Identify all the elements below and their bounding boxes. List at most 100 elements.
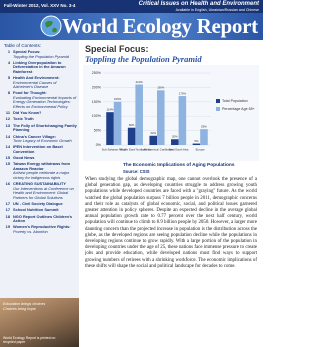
page-number: 8	[7, 90, 10, 96]
page-number: 15	[5, 155, 10, 161]
data-label: 55%	[201, 124, 207, 128]
page-number: 12	[5, 116, 10, 122]
bar	[127, 127, 136, 145]
y-tick-label: 0%	[96, 143, 102, 147]
x-tick-label: East/South Asia	[169, 148, 189, 152]
article-body: When studying the global demographic map…	[85, 177, 257, 269]
bar	[157, 90, 165, 145]
legend-label: Total Population	[222, 99, 248, 103]
kicker: Special Focus:	[85, 44, 149, 54]
page-number: 15	[5, 161, 10, 167]
toc-title: Good News	[13, 155, 35, 161]
legend-swatch	[216, 107, 220, 111]
toc-item: 16 CREATING SUSTAINABILITY Our Interventio…	[2, 182, 77, 200]
legend-label: Percentage Age 65+	[222, 107, 255, 111]
toc-item: 18 NGO Report Outlines Children's Action	[2, 213, 77, 224]
data-label: 5%	[194, 139, 199, 143]
toc-item: 8 Food for Thought: Evaluating Environment…	[2, 91, 77, 109]
toc-title: China's Cancer Village:	[13, 133, 57, 139]
legend-swatch	[216, 99, 220, 103]
toc-title: Health And Environment:	[13, 75, 60, 81]
page-number: 14	[5, 133, 10, 139]
toc-item: 1 Special Focus: Toppling the Population P…	[2, 49, 77, 59]
tagline: Critical Issues on Health and Environmen…	[138, 1, 259, 7]
toc-item: 17 School Nutrition Summit	[2, 208, 77, 213]
toc-entry: Food for Thought: Evaluating Environmenta…	[13, 91, 77, 109]
toc-item: 15 Good News	[2, 156, 77, 161]
toc-entry: Toxic Truth	[13, 117, 34, 122]
data-label: 60%	[129, 123, 135, 127]
toc-item: 5 Health And Environment: Environmental Ca…	[2, 75, 77, 90]
toc-entry: The Folly of Shortchanging Family Planni…	[13, 122, 77, 133]
sidebar: Table of Contents: 1 Special Focus: Toppli…	[0, 40, 79, 347]
toc-subtitle: Toppling the Population Pyramid	[13, 53, 69, 59]
photo	[0, 298, 79, 347]
toc-entry: China's Cancer Village: Toxic Legacy of E…	[13, 133, 72, 144]
toc-entry: Special Focus: Toppling the Population Py…	[13, 49, 69, 59]
toc-item: 19 Women's Reproductive Rights: Poverty vs…	[2, 225, 77, 234]
y-tick-label: 50%	[94, 129, 102, 133]
toc-item: 14 IPEN Intervention on Basel Convention	[2, 145, 77, 154]
page-number: 18	[5, 213, 10, 219]
page-number: 13	[5, 122, 10, 128]
toc-title: Did You Know?	[13, 110, 42, 116]
toc-title: School Nutrition Summit	[13, 207, 59, 213]
bar	[192, 143, 201, 145]
y-tick-label: 200%	[92, 85, 102, 89]
toc-subtitle: Environmental Causes of Alzheimer's Dise…	[13, 79, 57, 90]
x-tick-label: Latin America/ Caribbean	[141, 148, 173, 152]
toc-title: Women's Reproductive Rights:	[13, 224, 71, 230]
data-label: 20%	[172, 134, 178, 138]
chart-source: Source: CSIS	[123, 169, 150, 174]
toc-entry: School Nutrition Summit	[13, 208, 59, 213]
page-number: 11	[5, 110, 10, 116]
bar	[135, 84, 143, 145]
toc-title: The Folly of Shortchanging Family Planni…	[13, 122, 77, 133]
data-label: 114%	[107, 107, 114, 111]
bar	[178, 96, 187, 145]
recycled-note: World Ecology Report is printed on recyc…	[3, 336, 56, 344]
article-title: Toppling the Population Pyramid	[85, 54, 202, 64]
data-label: 210%	[136, 80, 144, 84]
toc-entry: Good News	[13, 156, 34, 161]
bar	[200, 129, 208, 145]
data-label: 32%	[150, 131, 156, 135]
bar	[171, 139, 179, 145]
x-tick-label: Europe	[196, 148, 205, 152]
toc-entry: Women's Reproductive Rights: Poverty vs. …	[13, 225, 71, 234]
page-number: 4	[7, 59, 10, 65]
toc-subtitle: Toxic Legacy of Economic Growth	[13, 138, 72, 144]
article: Special Focus: Toppling the Population P…	[83, 40, 259, 347]
toc: 1 Special Focus: Toppling the Population P…	[0, 49, 79, 234]
toc-title: Toxic Truth	[13, 116, 34, 122]
toc-entry: Health And Environment: Environmental Cau…	[13, 76, 77, 90]
globe-icon	[40, 15, 62, 37]
bar	[106, 112, 114, 145]
toc-entry: Linking Overpopulation to Deforestation …	[13, 59, 77, 75]
toc-entry: Did You Know?	[13, 111, 41, 116]
masthead: World Ecology Report	[0, 13, 263, 40]
toc-title: Linking Overpopulation to Deforestation …	[13, 59, 66, 74]
toc-entry: UN - Civil Society Dialogue	[13, 202, 63, 207]
page-number: 16	[5, 181, 10, 187]
toc-heading: Table of Contents:	[4, 43, 42, 48]
toc-title: Food for Thought:	[13, 90, 47, 96]
photo-caption: Education brings choices Choices bring ho…	[3, 302, 45, 311]
issue: Fall-Winter 2012, Vol. XXV No. 3-4	[4, 3, 76, 8]
toc-title: CREATING SUSTAINABILITY	[13, 181, 67, 187]
toc-item: 14 China's Cancer Village: Toxic Legacy of…	[2, 133, 77, 144]
y-tick-label: 100%	[92, 114, 102, 118]
x-tick-label: Middle East/ North Africa	[120, 148, 151, 152]
data-label: 170%	[179, 91, 187, 95]
toc-title: Taiwan Energy withdraws from Amazon Reac…	[13, 161, 71, 171]
data-label: 150%	[114, 97, 122, 101]
data-label: 190%	[157, 86, 165, 90]
toc-item: 12 Toxic Truth	[2, 117, 77, 122]
chart-caption: The Economic Implications of Aging Popul…	[123, 163, 235, 168]
toc-title: IPEN Intervention on Basel Convention	[13, 144, 63, 154]
caption-line: Education brings choices	[3, 302, 46, 306]
toc-item: 15 Taiwan Energy withdraws from Amazon Re…	[2, 162, 77, 180]
toc-subtitle: Evaluating Environmental Impacts of Ener…	[13, 94, 77, 109]
page-number: 17	[5, 207, 10, 213]
chart: 0% 50% 100% 150% 200% 250% Sub-Saharan Africa 1…	[83, 65, 259, 161]
